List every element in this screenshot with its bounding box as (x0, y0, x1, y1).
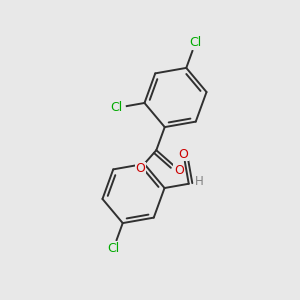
Text: Cl: Cl (107, 242, 120, 255)
Text: Cl: Cl (110, 101, 122, 114)
Text: Cl: Cl (189, 36, 202, 49)
Text: H: H (195, 176, 203, 188)
Text: O: O (135, 162, 145, 175)
Text: O: O (178, 148, 188, 161)
Text: O: O (174, 164, 184, 176)
